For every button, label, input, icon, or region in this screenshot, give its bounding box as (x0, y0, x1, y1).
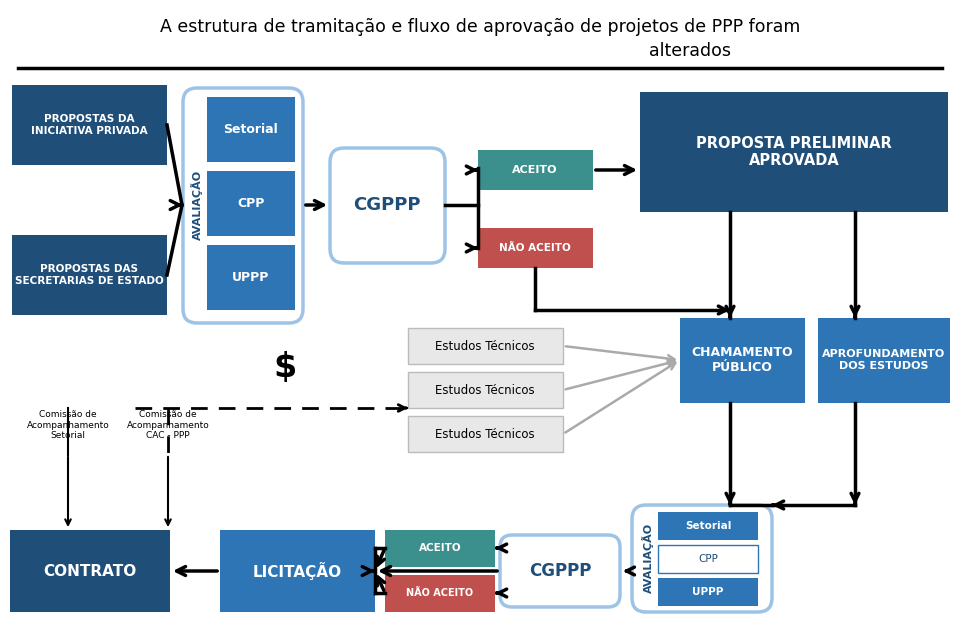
Text: CONTRATO: CONTRATO (43, 564, 136, 578)
Text: Setorial: Setorial (684, 521, 732, 531)
Text: UPPP: UPPP (232, 271, 270, 284)
Bar (207, 97, 295, 162)
Bar (207, 171, 295, 236)
Text: ACEITO: ACEITO (419, 543, 462, 553)
Bar (385, 575, 495, 612)
Text: PROPOSTA PRELIMINAR
APROVADA: PROPOSTA PRELIMINAR APROVADA (696, 136, 892, 168)
Bar (478, 228, 593, 268)
Text: CPP: CPP (237, 197, 265, 210)
Bar (385, 530, 495, 567)
Text: Comissão de
Acompanhamento
Setorial: Comissão de Acompanhamento Setorial (27, 410, 109, 440)
Text: AVALIAÇÃO: AVALIAÇÃO (642, 523, 654, 593)
Bar (408, 372, 563, 408)
Text: Estudos Técnicos: Estudos Técnicos (435, 339, 535, 353)
Text: PROPOSTAS DA
INICIATIVA PRIVADA: PROPOSTAS DA INICIATIVA PRIVADA (31, 114, 147, 136)
Text: alterados: alterados (649, 42, 731, 60)
Bar (658, 545, 758, 573)
Text: Comissão de
Acompanhamento
CAC - PPP: Comissão de Acompanhamento CAC - PPP (127, 410, 209, 440)
Bar (408, 416, 563, 452)
Text: CGPPP: CGPPP (353, 196, 420, 214)
Text: CHAMAMENTO
PÚBLICO: CHAMAMENTO PÚBLICO (691, 346, 793, 374)
Text: Estudos Técnicos: Estudos Técnicos (435, 427, 535, 441)
Bar (658, 578, 758, 606)
Bar (12, 85, 167, 165)
Bar (658, 512, 758, 540)
Bar (818, 318, 950, 403)
FancyBboxPatch shape (183, 88, 303, 323)
Text: $: $ (274, 351, 297, 384)
Text: NÃO ACEITO: NÃO ACEITO (406, 588, 473, 598)
Text: PROPOSTAS DAS
SECRETARIAS DE ESTADO: PROPOSTAS DAS SECRETARIAS DE ESTADO (14, 264, 163, 286)
FancyBboxPatch shape (500, 535, 620, 607)
Text: ACEITO: ACEITO (513, 165, 558, 175)
Text: A estrutura de tramitação e fluxo de aprovação de projetos de PPP foram: A estrutura de tramitação e fluxo de apr… (159, 18, 801, 36)
Bar (640, 92, 948, 212)
Bar (680, 318, 805, 403)
Bar (408, 328, 563, 364)
Bar (220, 530, 375, 612)
FancyBboxPatch shape (330, 148, 445, 263)
Bar (478, 150, 593, 190)
Text: NÃO ACEITO: NÃO ACEITO (499, 243, 571, 253)
Text: Setorial: Setorial (224, 123, 278, 136)
Text: Estudos Técnicos: Estudos Técnicos (435, 384, 535, 396)
Text: LICITAÇÃO: LICITAÇÃO (252, 562, 342, 580)
Text: CGPPP: CGPPP (529, 562, 591, 580)
Bar (10, 530, 170, 612)
Text: CPP: CPP (698, 554, 718, 564)
FancyBboxPatch shape (632, 505, 772, 612)
Bar (207, 245, 295, 310)
Bar (12, 235, 167, 315)
Text: AVALIAÇÃO: AVALIAÇÃO (191, 170, 203, 240)
Text: APROFUNDAMENTO
DOS ESTUDOS: APROFUNDAMENTO DOS ESTUDOS (823, 349, 946, 371)
Text: UPPP: UPPP (692, 587, 724, 597)
